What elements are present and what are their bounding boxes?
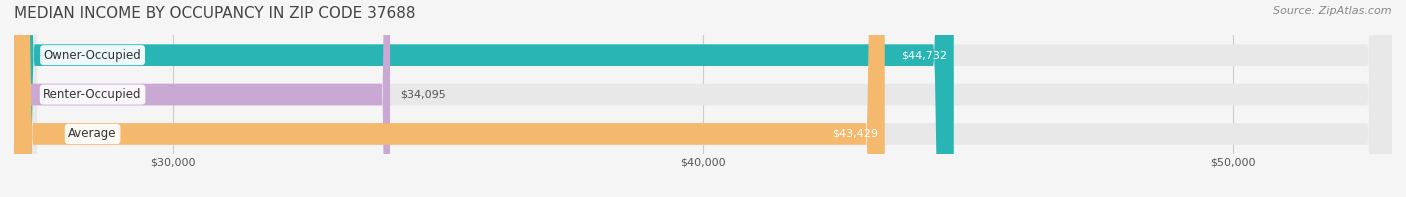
Text: MEDIAN INCOME BY OCCUPANCY IN ZIP CODE 37688: MEDIAN INCOME BY OCCUPANCY IN ZIP CODE 3… (14, 6, 416, 21)
Text: Average: Average (69, 127, 117, 140)
Text: $34,095: $34,095 (399, 90, 446, 99)
FancyBboxPatch shape (14, 0, 1392, 197)
FancyBboxPatch shape (14, 0, 884, 197)
Text: Source: ZipAtlas.com: Source: ZipAtlas.com (1274, 6, 1392, 16)
FancyBboxPatch shape (14, 0, 389, 197)
Text: $44,732: $44,732 (901, 50, 946, 60)
Text: Renter-Occupied: Renter-Occupied (44, 88, 142, 101)
FancyBboxPatch shape (14, 0, 1392, 197)
FancyBboxPatch shape (14, 0, 953, 197)
FancyBboxPatch shape (14, 0, 1392, 197)
Text: $43,429: $43,429 (832, 129, 877, 139)
Text: Owner-Occupied: Owner-Occupied (44, 49, 142, 62)
